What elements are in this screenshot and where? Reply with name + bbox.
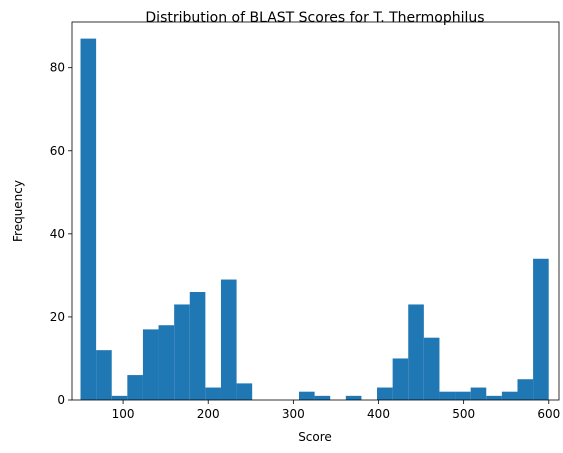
histogram-bar xyxy=(345,395,362,400)
plot-frame xyxy=(71,21,560,401)
x-tick-label: 300 xyxy=(282,407,305,421)
x-tick-label: 500 xyxy=(452,407,475,421)
x-axis-label: Score xyxy=(298,430,332,444)
histogram-bar xyxy=(392,358,409,400)
y-axis-ticks: 0 20 40 60 80 xyxy=(50,61,72,407)
histogram-bar xyxy=(408,304,424,400)
x-tick-label: 600 xyxy=(537,407,560,421)
histogram-bar xyxy=(298,391,315,400)
y-tick-label: 80 xyxy=(50,61,65,75)
y-tick-label: 0 xyxy=(57,393,65,407)
histogram-bar xyxy=(111,395,128,400)
histogram-bar xyxy=(455,391,471,400)
histogram-bar xyxy=(80,38,97,400)
histogram-bar xyxy=(501,391,518,400)
y-tick-label: 20 xyxy=(50,310,65,324)
y-axis-label: Frequency xyxy=(11,180,25,242)
x-tick-label: 200 xyxy=(197,407,220,421)
histogram-bar xyxy=(205,387,221,400)
histogram-bar xyxy=(423,337,440,400)
y-tick-label: 40 xyxy=(50,227,65,241)
histogram-bar xyxy=(158,325,175,400)
y-tick-label: 60 xyxy=(50,144,65,158)
histogram-bar xyxy=(470,387,487,400)
histogram-bar xyxy=(142,329,159,400)
histogram-bar xyxy=(486,395,502,400)
histogram-bar xyxy=(377,387,393,400)
histogram-bar xyxy=(189,292,206,400)
histogram-bar xyxy=(533,258,549,400)
histogram-bar xyxy=(174,304,190,400)
histogram-bar xyxy=(96,350,112,400)
histogram-bar xyxy=(127,375,143,400)
histogram-bar xyxy=(517,379,534,400)
bars-group xyxy=(80,38,549,400)
histogram-bar xyxy=(236,383,253,400)
histogram-bar xyxy=(220,279,237,400)
x-tick-label: 400 xyxy=(367,407,390,421)
histogram-bar xyxy=(439,391,456,400)
chart-title: Distribution of BLAST Scores for T. Ther… xyxy=(145,10,484,26)
x-axis-ticks: 100 200 300 400 500 600 xyxy=(112,400,560,421)
x-tick-label: 100 xyxy=(112,407,135,421)
histogram-bar xyxy=(314,395,331,400)
